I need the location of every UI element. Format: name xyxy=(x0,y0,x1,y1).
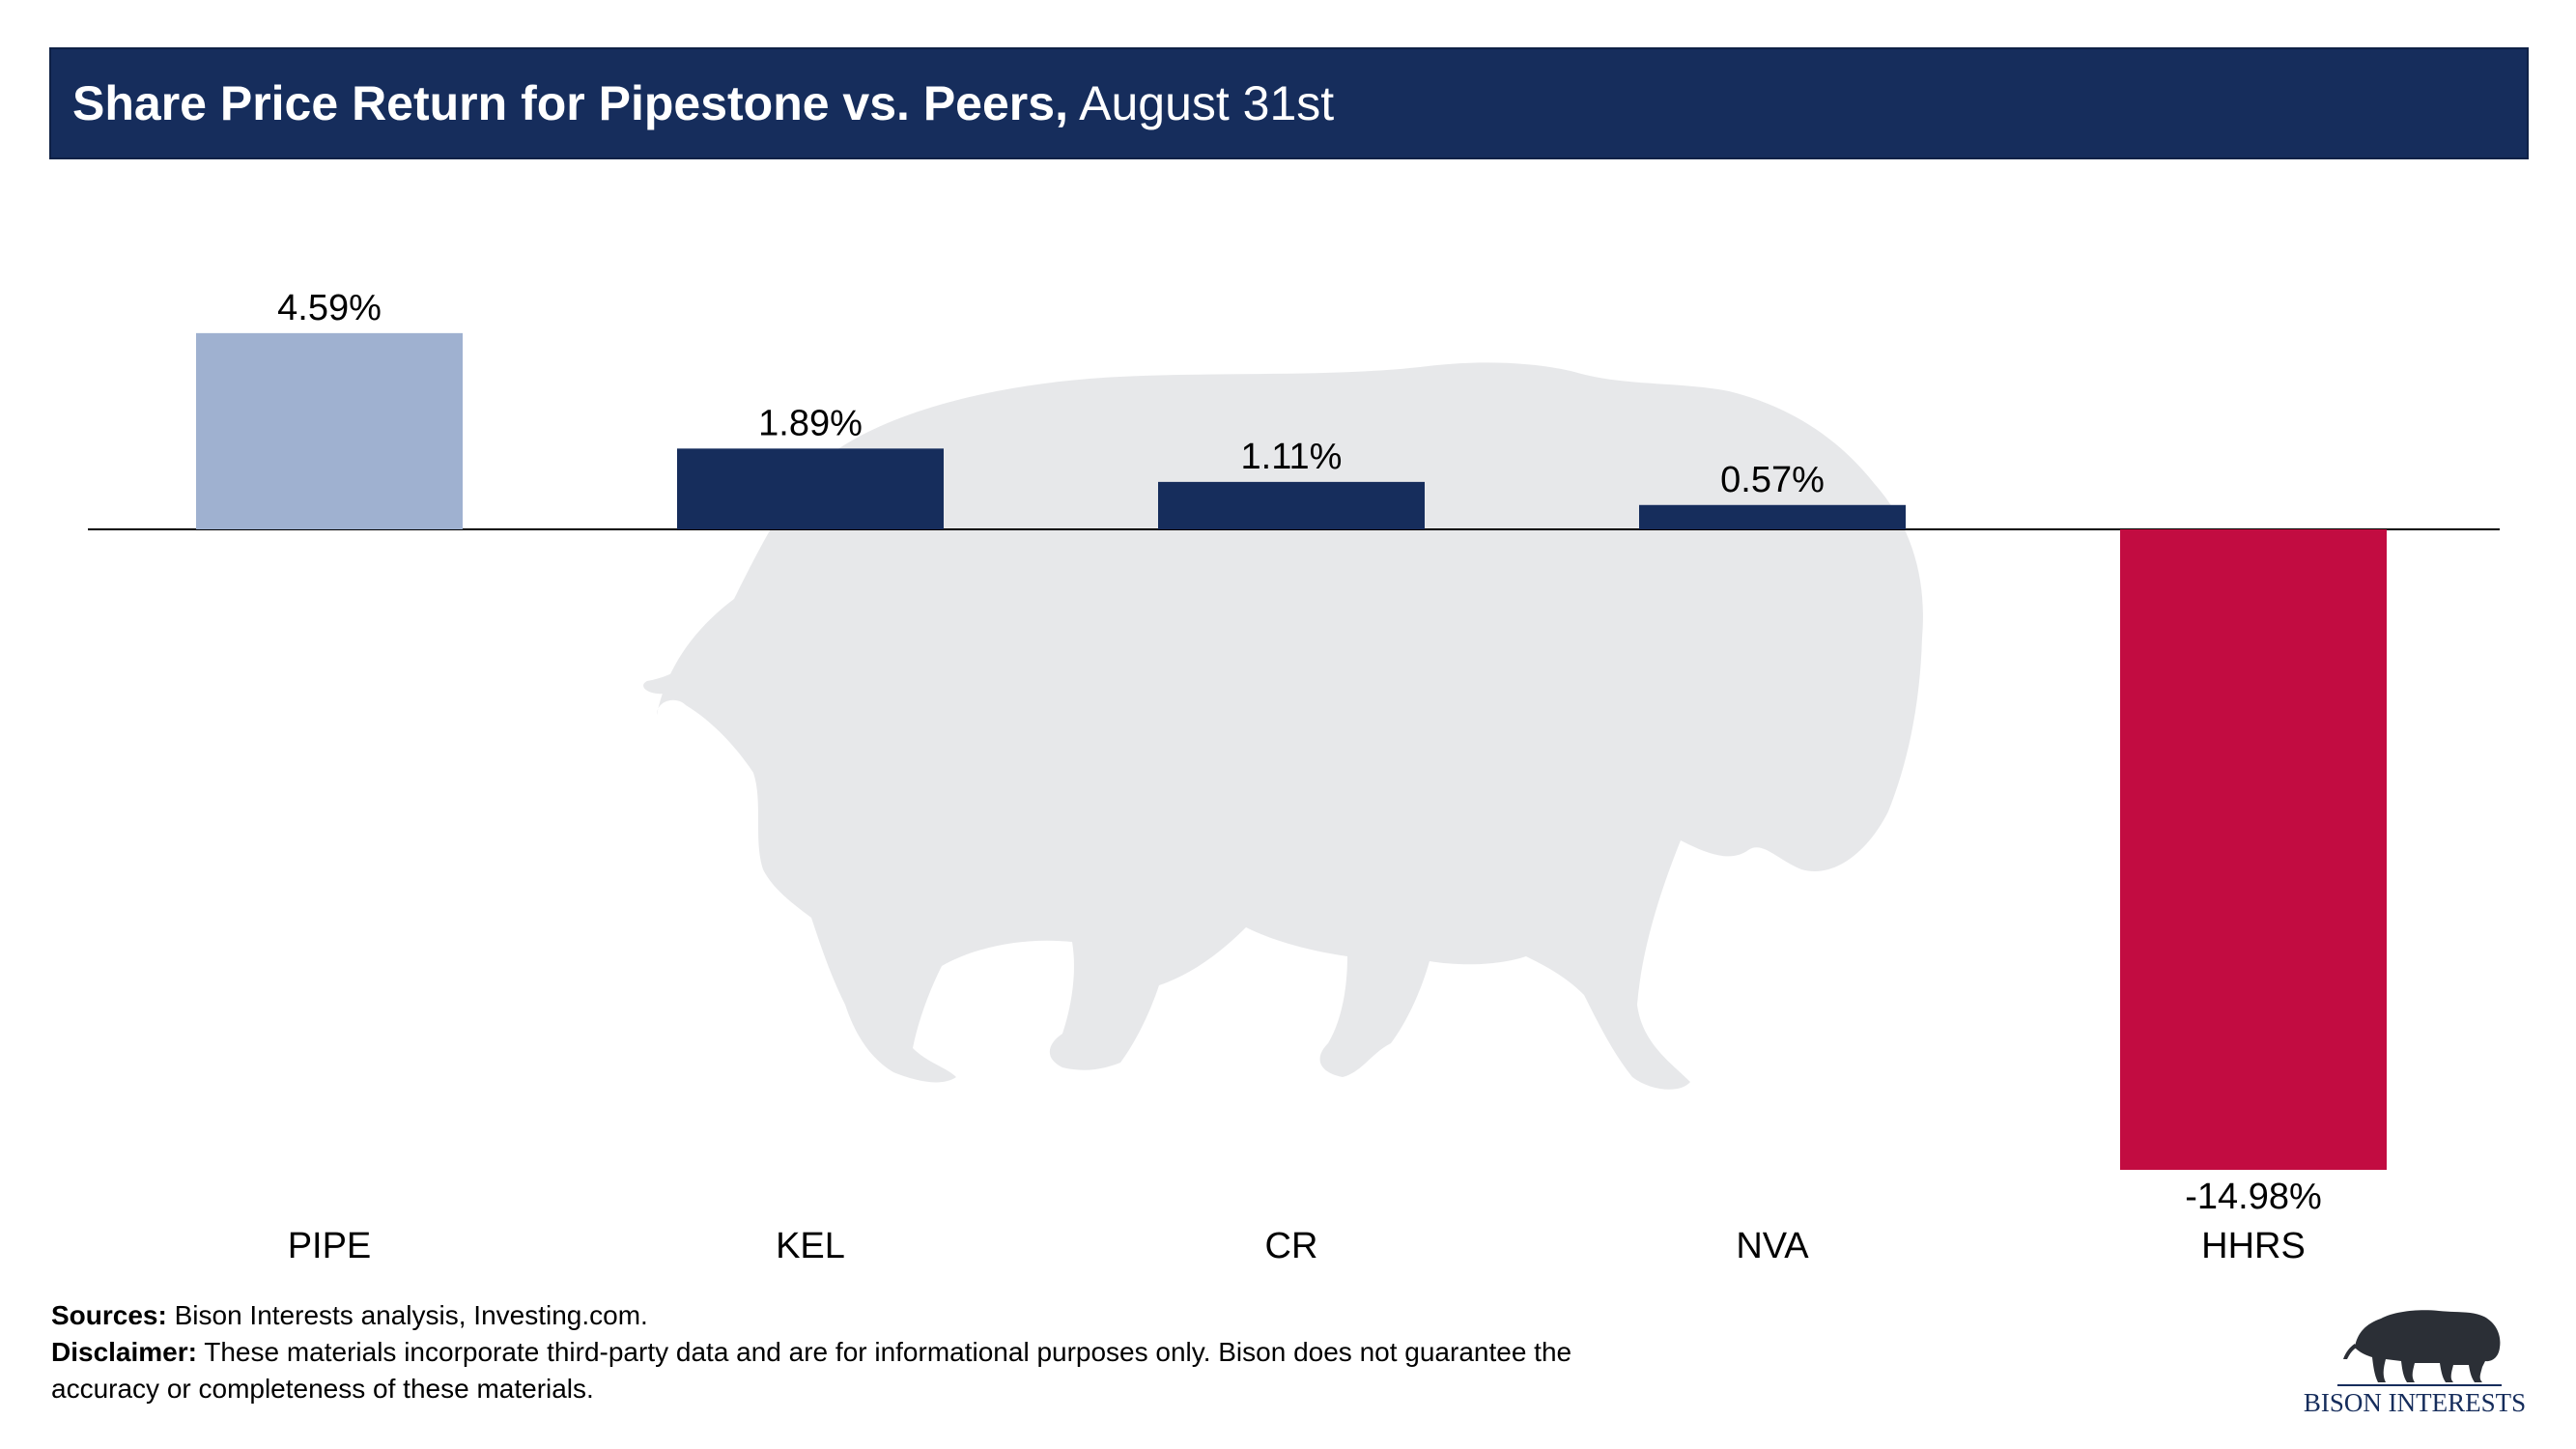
data-label-nva: 0.57% xyxy=(1720,460,1825,500)
bar-hhrs xyxy=(2120,529,2387,1170)
category-label-pipe: PIPE xyxy=(288,1226,372,1266)
bar-chart: 4.59% 1.89% 1.11% 0.57% -14.98% PIPE KEL CR NVA… xyxy=(88,288,2500,1266)
data-label-hhrs: -14.98% xyxy=(2185,1177,2322,1217)
bar-kel xyxy=(677,448,944,529)
category-label-kel: KEL xyxy=(776,1226,845,1266)
bison-icon xyxy=(2337,1310,2502,1386)
disclaimer-note: Disclaimer: These materials incorporate … xyxy=(51,1334,1616,1407)
data-label-kel: 1.89% xyxy=(758,403,863,443)
bison-interests-logo: BISON INTERESTS xyxy=(2299,1290,2531,1420)
bar-nva xyxy=(1639,504,1906,529)
logo-text: BISON INTERESTS xyxy=(2303,1388,2527,1417)
chart-title-bold: Share Price Return for Pipestone vs. Pee… xyxy=(72,76,1068,130)
chart-title: Share Price Return for Pipestone vs. Pee… xyxy=(72,49,1334,157)
data-label-cr: 1.11% xyxy=(1241,437,1343,477)
sources-label: Sources: xyxy=(51,1300,167,1330)
chart-title-date: August 31st xyxy=(1067,76,1335,130)
footer-notes: Sources: Bison Interests analysis, Inves… xyxy=(51,1297,1616,1407)
sources-note: Sources: Bison Interests analysis, Inves… xyxy=(51,1297,1616,1334)
category-label-hhrs: HHRS xyxy=(2201,1226,2306,1266)
category-label-nva: NVA xyxy=(1736,1226,1809,1266)
disclaimer-text: These materials incorporate third-party … xyxy=(51,1337,1572,1404)
disclaimer-label: Disclaimer: xyxy=(51,1337,197,1367)
bison-watermark-icon xyxy=(643,362,1923,1090)
bar-pipe xyxy=(196,332,463,529)
category-label-cr: CR xyxy=(1265,1226,1318,1266)
title-bar: Share Price Return for Pipestone vs. Pee… xyxy=(49,47,2529,159)
data-label-pipe: 4.59% xyxy=(277,288,382,328)
sources-text: Bison Interests analysis, Investing.com. xyxy=(166,1300,648,1330)
bar-cr xyxy=(1158,481,1425,529)
